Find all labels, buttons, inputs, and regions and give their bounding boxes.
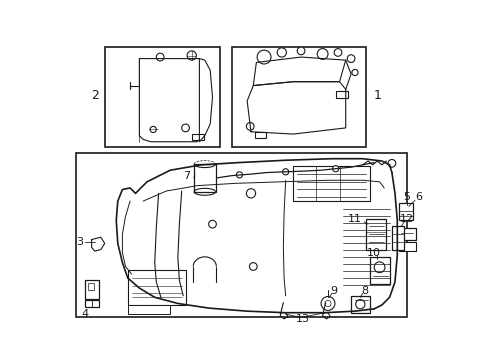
Text: 5: 5	[402, 192, 409, 202]
Circle shape	[249, 263, 257, 270]
Circle shape	[297, 47, 305, 55]
Text: 4: 4	[81, 309, 89, 319]
Bar	[127, 305, 170, 314]
Circle shape	[351, 69, 357, 76]
Text: 10: 10	[366, 248, 380, 258]
Bar	[104, 47, 220, 147]
Circle shape	[187, 51, 196, 60]
Bar	[127, 270, 185, 305]
Text: 2: 2	[91, 89, 99, 102]
Circle shape	[150, 126, 156, 132]
Bar	[191, 134, 203, 140]
Circle shape	[387, 159, 395, 167]
Circle shape	[236, 172, 242, 178]
Circle shape	[355, 300, 364, 309]
Bar	[335, 91, 347, 98]
Bar	[398, 203, 412, 220]
Text: 6: 6	[414, 192, 422, 202]
Text: 9: 9	[329, 286, 336, 296]
Circle shape	[282, 169, 288, 175]
Circle shape	[208, 220, 216, 228]
Circle shape	[346, 55, 354, 62]
Bar	[254, 132, 265, 138]
Bar	[293, 166, 369, 201]
Circle shape	[332, 166, 338, 172]
Circle shape	[246, 122, 254, 130]
Text: 12: 12	[399, 214, 413, 224]
Bar	[85, 280, 99, 299]
Text: 7: 7	[183, 171, 190, 181]
Bar	[87, 283, 94, 289]
Text: 1: 1	[373, 89, 381, 102]
Text: 8: 8	[361, 286, 368, 296]
Circle shape	[373, 262, 384, 273]
Bar	[391, 226, 404, 249]
Circle shape	[333, 49, 341, 56]
Circle shape	[156, 53, 163, 61]
Bar	[398, 242, 415, 251]
Bar	[76, 153, 407, 316]
Text: 3: 3	[76, 237, 82, 247]
Text: 13: 13	[295, 314, 309, 324]
Text: 11: 11	[347, 214, 361, 224]
Circle shape	[246, 189, 255, 198]
Bar	[366, 219, 385, 249]
Circle shape	[182, 124, 189, 132]
Bar	[369, 257, 389, 284]
Circle shape	[321, 297, 334, 310]
Bar	[398, 228, 415, 240]
Circle shape	[257, 50, 270, 64]
Bar	[231, 47, 366, 147]
Bar	[194, 164, 215, 192]
Bar	[85, 300, 99, 307]
Circle shape	[317, 49, 327, 59]
Circle shape	[277, 48, 286, 57]
Circle shape	[324, 300, 330, 306]
Bar	[350, 296, 369, 313]
